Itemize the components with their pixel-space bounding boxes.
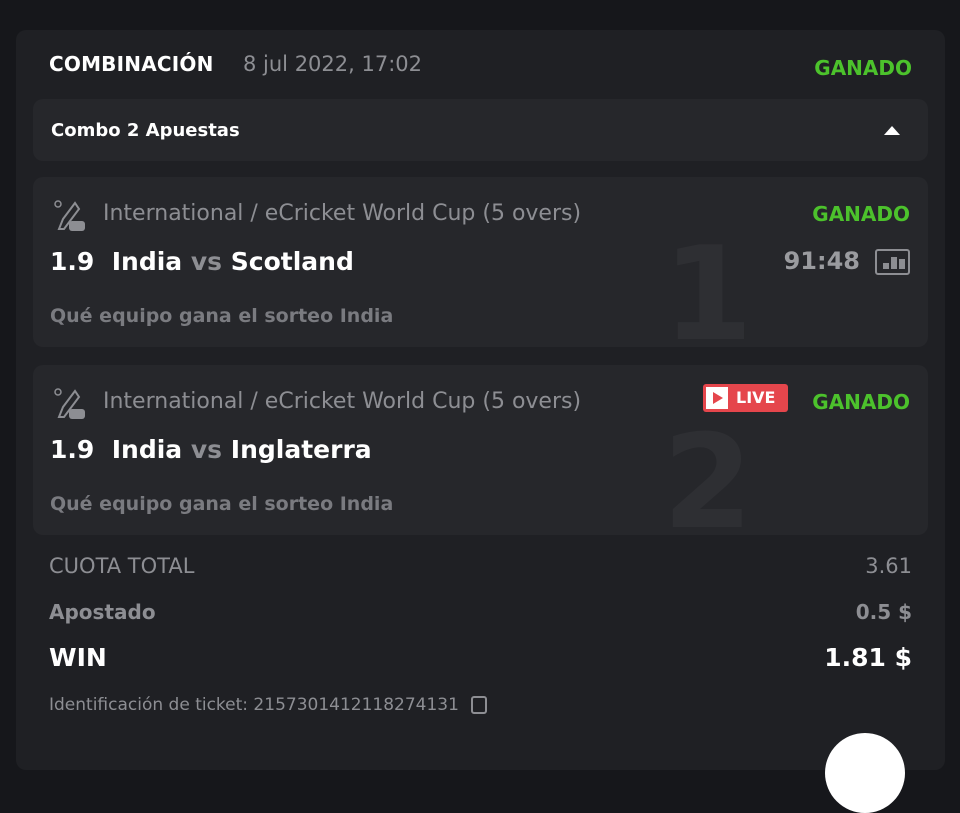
ticket-id: Identificación de ticket: 21573014121182… bbox=[49, 695, 459, 715]
home-team: India bbox=[111, 435, 183, 464]
league-name: International / eCricket World Cup (5 ov… bbox=[103, 201, 582, 226]
bet-status: GANADO bbox=[812, 202, 910, 226]
win-row: WIN 1.81 $ bbox=[49, 643, 912, 672]
match-time: 91:48 bbox=[783, 247, 860, 275]
odds: 1.9 bbox=[50, 435, 95, 464]
copy-icon[interactable] bbox=[470, 696, 487, 714]
status-badge: GANADO bbox=[814, 56, 912, 80]
match-title: 1.9 India vs Scotland bbox=[50, 247, 354, 276]
market-selection: Qué equipo gana el sorteo India bbox=[50, 305, 394, 327]
play-icon bbox=[706, 387, 728, 409]
league-name: International / eCricket World Cup (5 ov… bbox=[103, 389, 582, 414]
ticket-id-row: Identificación de ticket: 21573014121182… bbox=[49, 695, 912, 715]
live-label: LIVE bbox=[736, 388, 776, 407]
caret-up-icon bbox=[884, 126, 900, 135]
bet-type-title: COMBINACIÓN bbox=[49, 52, 214, 76]
home-team: India bbox=[111, 247, 183, 276]
win-label: WIN bbox=[49, 643, 107, 672]
ecricket-icon bbox=[54, 200, 85, 231]
vs-label: vs bbox=[190, 435, 223, 464]
match-title: 1.9 India vs Inglaterra bbox=[50, 435, 372, 464]
win-value: 1.81 $ bbox=[824, 643, 912, 672]
live-badge[interactable]: LIVE bbox=[703, 384, 788, 412]
stake-row: Apostado 0.5 $ bbox=[49, 600, 912, 624]
stake-value: 0.5 $ bbox=[855, 600, 912, 624]
stake-label: Apostado bbox=[49, 600, 156, 624]
total-odds-value: 3.61 bbox=[865, 554, 912, 578]
market-selection: Qué equipo gana el sorteo India bbox=[50, 493, 394, 515]
vs-label: vs bbox=[190, 247, 223, 276]
bet-status: GANADO bbox=[812, 390, 910, 414]
away-team: Scotland bbox=[230, 247, 354, 276]
combo-label: Combo 2 Apuestas bbox=[51, 120, 240, 141]
away-team: Inglaterra bbox=[230, 435, 372, 464]
bet-card: COMBINACIÓN 8 jul 2022, 17:02 GANADO Com… bbox=[16, 30, 945, 770]
ecricket-icon bbox=[54, 388, 85, 419]
bet-item: 2 International / eCricket World Cup (5 … bbox=[33, 365, 928, 535]
total-odds-label: CUOTA TOTAL bbox=[49, 554, 195, 578]
bet-index: 2 bbox=[662, 406, 753, 535]
bet-date: 8 jul 2022, 17:02 bbox=[243, 52, 423, 76]
combo-toggle[interactable]: Combo 2 Apuestas bbox=[33, 99, 928, 161]
odds: 1.9 bbox=[50, 247, 95, 276]
stats-icon[interactable] bbox=[875, 249, 910, 275]
floating-action-button[interactable] bbox=[825, 733, 905, 813]
bet-item: 1 International / eCricket World Cup (5 … bbox=[33, 177, 928, 347]
total-odds-row: CUOTA TOTAL 3.61 bbox=[49, 554, 912, 578]
bet-index: 1 bbox=[662, 218, 753, 347]
